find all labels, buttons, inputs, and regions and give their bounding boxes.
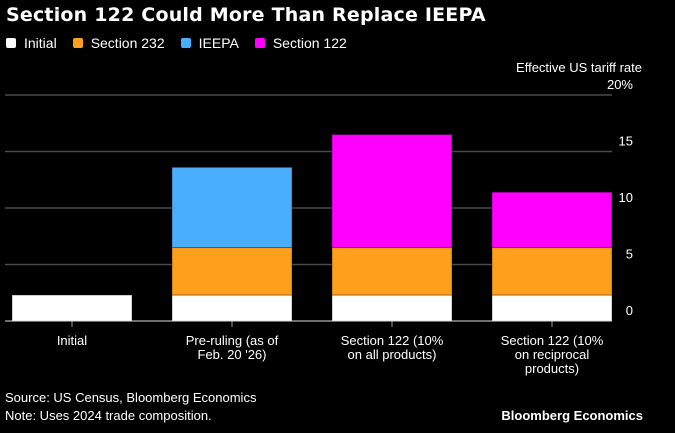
x-tick-label: on reciprocal (515, 347, 590, 362)
y-tick-label: 15 (619, 134, 633, 149)
y-tick-label: 0 (626, 303, 633, 318)
bar-segment-initial (491, 294, 613, 322)
footnote: Note: Uses 2024 trade composition. (5, 408, 212, 423)
legend-item: Initial (6, 35, 57, 51)
bar-segment-section-122 (491, 191, 613, 249)
bar-segment-section-232 (331, 247, 453, 296)
bar-segment-section-232 (491, 247, 613, 296)
x-tick-label: Initial (57, 333, 87, 348)
legend-item: IEEPA (180, 35, 239, 51)
x-tick-label: Pre-ruling (as of (186, 333, 279, 348)
legend-item: Section 232 (72, 35, 165, 51)
brand-label: Bloomberg Economics (501, 408, 643, 423)
bar-segment-section-122 (331, 134, 453, 249)
y-tick-label: 5 (626, 247, 633, 262)
y-tick-label: 10 (619, 190, 633, 205)
bar-segment-initial (171, 294, 293, 322)
legend-label: Section 122 (272, 35, 347, 51)
legend-swatch (72, 38, 83, 48)
bar-segment-ieepa (171, 166, 293, 249)
legend-swatch (180, 38, 191, 48)
legend: Initial Section 232 IEEPA Section 122 (6, 35, 363, 51)
x-tick-label: Section 122 (10% (501, 333, 604, 348)
bar-segment-section-232 (171, 247, 293, 296)
legend-label: IEEPA (198, 35, 239, 51)
legend-swatch (6, 38, 16, 48)
source-note: Source: US Census, Bloomberg Economics (5, 390, 257, 405)
y-axis-title: Effective US tariff rate (516, 60, 642, 75)
legend-label: Initial (24, 35, 57, 51)
x-tick-label: Section 122 (10% (341, 333, 444, 348)
legend-swatch (254, 38, 265, 48)
bar-segment-initial (331, 294, 453, 322)
x-tick-label: products) (525, 361, 579, 376)
x-tick-label: Feb. 20 '26) (198, 347, 267, 362)
legend-label: Section 232 (90, 35, 165, 51)
x-tick-label: on all products) (348, 347, 437, 362)
y-tick-label: 20% (607, 77, 633, 92)
bar-segment-initial (11, 294, 133, 322)
legend-item: Section 122 (254, 35, 347, 51)
chart-title: Section 122 Could More Than Replace IEEP… (6, 4, 486, 26)
